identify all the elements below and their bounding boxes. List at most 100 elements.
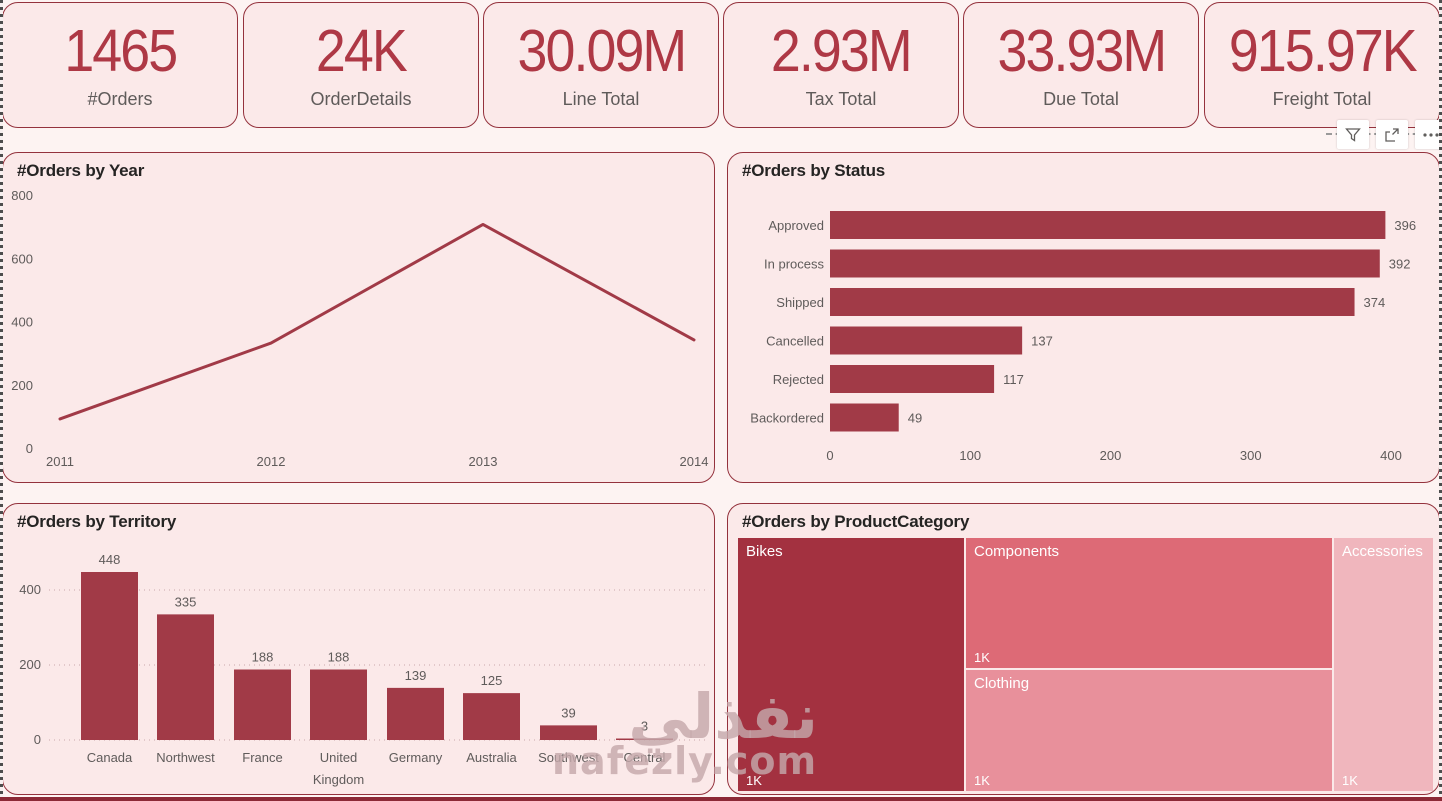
focus-mode-icon-glyph bbox=[1385, 127, 1399, 142]
status-bar-backordered[interactable] bbox=[830, 403, 899, 432]
treemap-label: Components bbox=[974, 543, 1060, 560]
status-bar-rejected[interactable] bbox=[830, 365, 995, 393]
treemap-block-accessories[interactable]: Accessories 1K bbox=[1334, 538, 1433, 791]
x-axis-tick: 300 bbox=[1240, 448, 1262, 463]
x-axis-tick: 2012 bbox=[257, 454, 286, 469]
treemap-value: 1K bbox=[974, 650, 990, 665]
x-axis-tick: 2011 bbox=[46, 454, 74, 469]
treemap-label: Clothing bbox=[974, 675, 1030, 692]
more-options-icon-glyph bbox=[1423, 132, 1439, 137]
data-label: 125 bbox=[481, 673, 503, 688]
kpi-card-orders[interactable]: 1465 #Orders bbox=[2, 2, 238, 128]
kpi-card-line-total[interactable]: 30.09M Line Total bbox=[483, 2, 719, 128]
kpi-label: OrderDetails bbox=[310, 88, 412, 109]
kpi-value: 915.97K bbox=[1228, 16, 1418, 84]
visual-orders-by-status: #Orders by Status Approved 396 In process 3… bbox=[727, 152, 1440, 483]
category-label: In process bbox=[764, 257, 824, 272]
kpi-label: Due Total bbox=[1043, 88, 1119, 109]
kpi-label: #Orders bbox=[87, 88, 153, 109]
visual-orders-by-year: #Orders by Year 0 200 400 600 800 2011 2012 201… bbox=[2, 152, 715, 483]
x-axis-tick: 2013 bbox=[469, 454, 498, 469]
kpi-value: 30.09M bbox=[517, 16, 687, 84]
treemap-block-clothing[interactable]: Clothing 1K bbox=[966, 670, 1332, 791]
y-axis-tick: 200 bbox=[19, 657, 41, 672]
y-axis-tick: 400 bbox=[19, 582, 41, 597]
kpi-card-orderdetails[interactable]: 24K OrderDetails bbox=[243, 2, 479, 128]
territory-bar-central[interactable] bbox=[616, 738, 673, 741]
status-bar-in-process[interactable] bbox=[830, 249, 1380, 278]
data-label: 3 bbox=[641, 719, 648, 734]
data-label: 137 bbox=[1031, 334, 1053, 349]
x-axis-category: Central bbox=[624, 750, 666, 765]
data-label: 188 bbox=[252, 650, 274, 665]
kpi-label: Tax Total bbox=[805, 88, 877, 109]
x-axis-tick: 0 bbox=[826, 448, 833, 463]
category-label: Rejected bbox=[773, 372, 824, 387]
chart-title-orders-by-status: #Orders by Status bbox=[742, 161, 886, 180]
status-bar-shipped[interactable] bbox=[830, 288, 1355, 316]
focus-mode-icon[interactable] bbox=[1376, 120, 1408, 149]
line-series-orders[interactable] bbox=[58, 222, 696, 421]
status-bar-cancelled[interactable] bbox=[830, 326, 1023, 355]
x-axis-category: Southwest bbox=[538, 750, 599, 765]
more-options-icon[interactable] bbox=[1415, 120, 1442, 149]
visual-orders-by-productcategory: #Orders by ProductCategory Bikes 1K Compon… bbox=[727, 503, 1440, 795]
treemap-label: Accessories bbox=[1342, 543, 1423, 560]
x-axis-tick: 100 bbox=[959, 448, 981, 463]
kpi-value: 1465 bbox=[64, 16, 178, 84]
territory-bar-germany[interactable] bbox=[387, 687, 444, 740]
y-axis-tick: 0 bbox=[34, 732, 41, 747]
column-chart-orders-by-territory: 0 200 400 448 Canada 335 Northwest 188 France 188… bbox=[19, 552, 705, 787]
line-chart-orders-by-year: 0 200 400 600 800 2011 2012 2013 2014 bbox=[11, 188, 709, 469]
treemap-block-bikes[interactable]: Bikes 1K bbox=[738, 538, 964, 791]
data-label: 49 bbox=[908, 411, 922, 426]
data-label: 188 bbox=[328, 650, 350, 665]
treemap-value: 1K bbox=[1342, 773, 1358, 788]
selection-border-right bbox=[1439, 0, 1442, 801]
x-axis-category: Northwest bbox=[156, 750, 215, 765]
territory-bar-france[interactable] bbox=[234, 669, 291, 741]
status-bar-approved[interactable] bbox=[830, 211, 1386, 239]
selection-border-left bbox=[0, 0, 3, 801]
kpi-value: 2.93M bbox=[771, 16, 913, 84]
x-axis-tick: 2014 bbox=[680, 454, 709, 469]
data-label: 139 bbox=[405, 668, 427, 683]
window-bottom-edge bbox=[0, 797, 1442, 801]
territory-bar-canada[interactable] bbox=[81, 572, 138, 740]
treemap-orders-by-productcategory: Bikes 1K Components 1K Clothing 1K Accessories… bbox=[738, 538, 1433, 791]
territory-bar-australia[interactable] bbox=[463, 693, 520, 740]
category-label: Cancelled bbox=[766, 334, 824, 349]
y-axis-tick: 400 bbox=[11, 315, 33, 330]
chart-title-orders-by-productcategory: #Orders by ProductCategory bbox=[742, 512, 970, 531]
treemap-value: 1K bbox=[974, 773, 990, 788]
y-axis-tick: 200 bbox=[11, 378, 33, 393]
kpi-label: Line Total bbox=[562, 88, 640, 109]
treemap-value: 1K bbox=[746, 773, 762, 788]
x-axis-category: Kingdom bbox=[313, 772, 364, 787]
chart-title-orders-by-year: #Orders by Year bbox=[17, 161, 145, 180]
x-axis-category: Australia bbox=[466, 750, 517, 765]
kpi-card-due-total[interactable]: 33.93M Due Total bbox=[963, 2, 1199, 128]
chart-title-orders-by-territory: #Orders by Territory bbox=[17, 512, 177, 531]
y-axis-tick: 0 bbox=[26, 441, 33, 456]
data-label: 374 bbox=[1364, 295, 1386, 310]
x-axis-category: Canada bbox=[87, 750, 133, 765]
territory-bar-united-kingdom[interactable] bbox=[310, 669, 367, 741]
treemap-block-components[interactable]: Components 1K bbox=[966, 538, 1332, 668]
kpi-value: 33.93M bbox=[997, 16, 1167, 84]
bar-chart-orders-by-status: Approved 396 In process 392 Shipped 374 Cancel… bbox=[750, 211, 1416, 463]
x-axis-category: Germany bbox=[389, 750, 443, 765]
territory-bar-southwest[interactable] bbox=[540, 725, 597, 740]
visual-orders-by-territory: #Orders by Territory 0 200 400 448 Canada 335… bbox=[2, 503, 715, 795]
x-axis-category: United bbox=[320, 750, 358, 765]
y-axis-tick: 800 bbox=[11, 188, 33, 203]
kpi-card-tax-total[interactable]: 2.93M Tax Total bbox=[723, 2, 959, 128]
x-axis-tick: 200 bbox=[1100, 448, 1122, 463]
territory-bar-northwest[interactable] bbox=[157, 614, 214, 740]
data-label: 39 bbox=[561, 705, 575, 720]
x-axis-category: France bbox=[242, 750, 282, 765]
filter-icon[interactable] bbox=[1337, 120, 1369, 149]
kpi-card-freight-total[interactable]: 915.97K Freight Total bbox=[1204, 2, 1440, 128]
category-label: Backordered bbox=[750, 411, 824, 426]
